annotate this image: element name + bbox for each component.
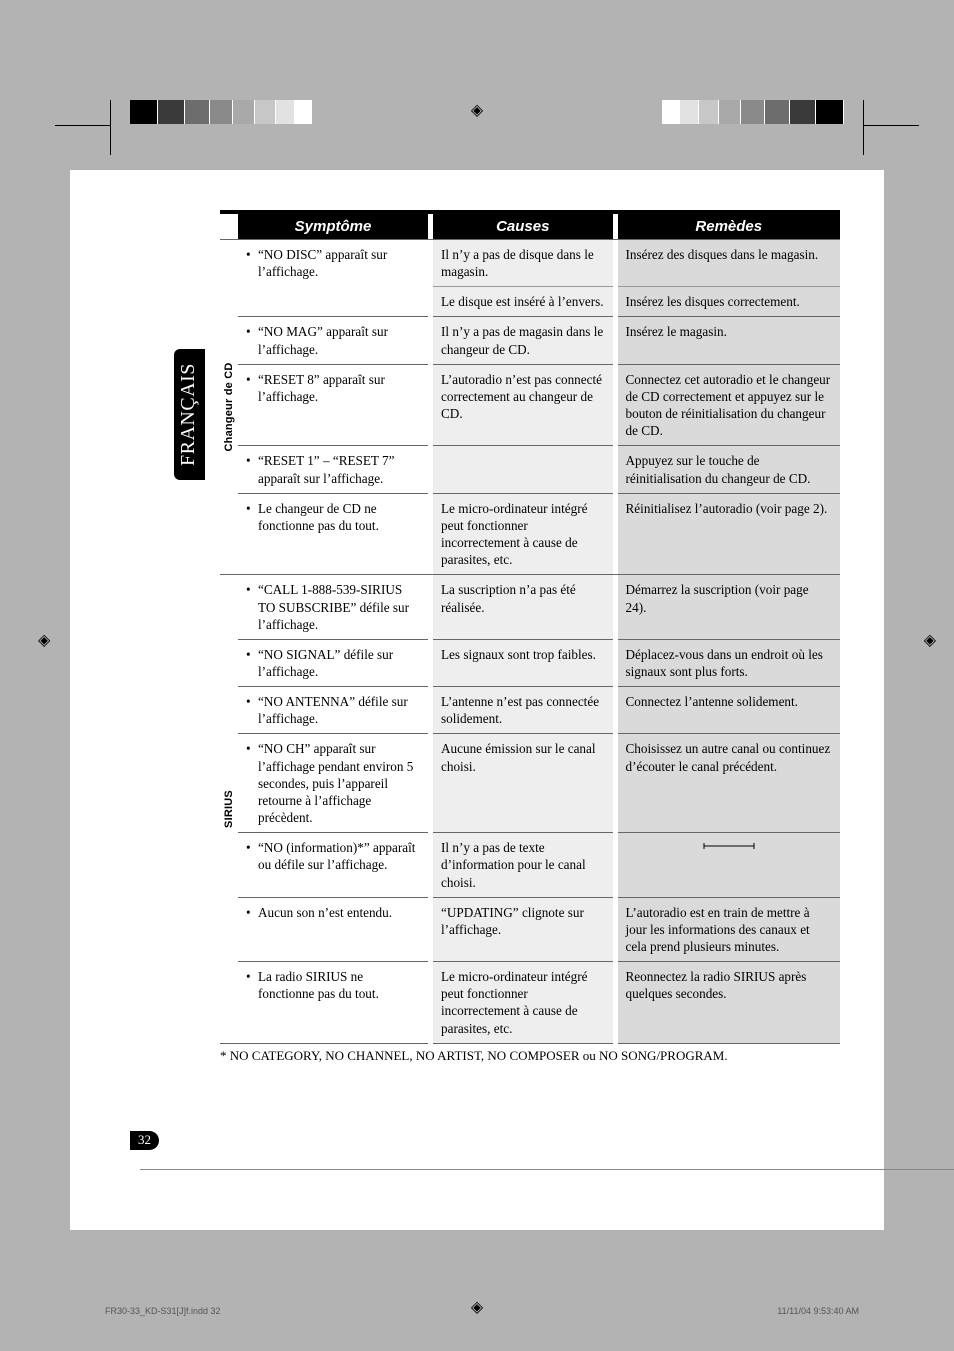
table-row: •Aucun son n’est entendu. “UPDATING” cli… [220,897,840,961]
cause-text: Le disque est inséré à l’envers. [433,287,613,317]
remedy-text: Connectez l’antenne solidement. [618,687,841,734]
symptom-text: “RESET 1” – “RESET 7” apparaît sur l’aff… [258,452,420,486]
remedy-text: Insérez le magasin. [618,317,841,364]
table-row: •“NO (information)*” apparaît ou défile … [220,833,840,897]
table-row: SIRIUS •“CALL 1-888-539-SIRIUS TO SUBSCR… [220,575,840,639]
remedy-text: Connectez cet autoradio et le changeur d… [618,364,841,446]
cause-text: L’autoradio n’est pas connecté correctem… [433,364,613,446]
footnote: * NO CATEGORY, NO CHANNEL, NO ARTIST, NO… [220,1048,840,1064]
page: FRANÇAIS Symptôme Causes Remèdes Changeu… [70,170,884,1230]
calibration-strip-left [130,100,312,124]
table-row: •La radio SIRIUS ne fonctionne pas du to… [220,962,840,1044]
remedy-text: Reonnectez la radio SIRIUS après quelque… [618,962,841,1044]
table-row: •“NO ANTENNA” défile sur l’affichage. L’… [220,687,840,734]
symptom-text: “NO DISC” apparaît sur l’affichage. [258,246,420,280]
symptom-text: “NO ANTENNA” défile sur l’affichage. [258,693,420,727]
cause-text: Le micro-ordinateur intégré peut fonctio… [433,962,613,1044]
content: Symptôme Causes Remèdes Changeur de CD •… [220,210,840,1064]
footer-right-text: 11/11/04 9:53:40 AM [777,1306,859,1316]
remedy-text: Réinitialisez l’autoradio (voir page 2). [618,493,841,574]
table-header-row: Symptôme Causes Remèdes [220,214,840,240]
symptom-text: “RESET 8” apparaît sur l’affichage. [258,371,420,405]
header-causes: Causes [433,214,613,240]
cause-text: La suscription n’a pas été réalisée. [433,575,613,639]
remedy-text: Appuyez sur le touche de réinitialisatio… [618,446,841,493]
symptom-text: “NO MAG” apparaît sur l’affichage. [258,323,420,357]
cause-text: L’antenne n’est pas connectée solidement… [433,687,613,734]
language-tab: FRANÇAIS [174,349,205,480]
remedy-text: Insérez des disques dans le magasin. [618,240,841,287]
cause-text: “UPDATING” clignote sur l’affichage. [433,897,613,961]
remedy-text: Insérez les disques correctement. [618,287,841,317]
symptom-text: La radio SIRIUS ne fonctionne pas du tou… [258,968,420,1002]
symptom-text: “CALL 1-888-539-SIRIUS TO SUBSCRIBE” déf… [258,581,420,632]
dash-icon [699,839,759,853]
table-row: •“NO MAG” apparaît sur l’affichage. Il n… [220,317,840,364]
remedy-text: L’autoradio est en train de mettre à jou… [618,897,841,961]
header-symptom: Symptôme [238,214,428,240]
symptom-text: “NO (information)*” apparaît ou défile s… [258,839,420,873]
category-label-cd: Changeur de CD [223,363,235,452]
cause-text [433,446,613,493]
cause-text: Il n’y a pas de disque dans le magasin. [433,240,613,287]
page-number: 32 [130,1131,159,1150]
symptom-text: “NO CH” apparaît sur l’affichage pendant… [258,740,420,826]
cause-text: Il n’y a pas de texte d’information pour… [433,833,613,897]
remedy-text: Démarrez la suscription (voir page 24). [618,575,841,639]
remedy-text: Déplacez-vous dans un endroit où les sig… [618,639,841,686]
symptom-text: Le changeur de CD ne fonctionne pas du t… [258,500,420,534]
remedy-text [618,833,841,897]
cause-text: Aucune émission sur le canal choisi. [433,734,613,833]
register-mark-bottom: ◈ [471,1297,483,1317]
symptom-text: “NO SIGNAL” défile sur l’affichage. [258,646,420,680]
register-mark-top: ◈ [471,100,483,120]
symptom-text: Aucun son n’est entendu. [258,904,420,921]
table-row: •“RESET 1” – “RESET 7” apparaît sur l’af… [220,446,840,493]
register-mark-mid-right: ◈ [924,630,936,650]
table-row: •“NO CH” apparaît sur l’affichage pendan… [220,734,840,833]
table-row: •“RESET 8” apparaît sur l’affichage. L’a… [220,364,840,446]
table-row: Changeur de CD •“NO DISC” apparaît sur l… [220,240,840,287]
troubleshooting-table: Symptôme Causes Remèdes Changeur de CD •… [220,214,840,1044]
footer-rule [140,1169,954,1170]
remedy-text: Choisissez un autre canal ou continuez d… [618,734,841,833]
table-row: •Le changeur de CD ne fonctionne pas du … [220,493,840,574]
cause-text: Il n’y a pas de magasin dans le changeur… [433,317,613,364]
calibration-strip-right [662,100,844,124]
table-row: •“NO SIGNAL” défile sur l’affichage. Les… [220,639,840,686]
footer-left-text: FR30-33_KD-S31[J]f.indd 32 [105,1306,221,1316]
header-remedies: Remèdes [618,214,841,240]
category-label-sirius: SIRIUS [223,790,235,828]
cause-text: Le micro-ordinateur intégré peut fonctio… [433,493,613,574]
register-mark-mid-left: ◈ [38,630,50,650]
cause-text: Les signaux sont trop faibles. [433,639,613,686]
